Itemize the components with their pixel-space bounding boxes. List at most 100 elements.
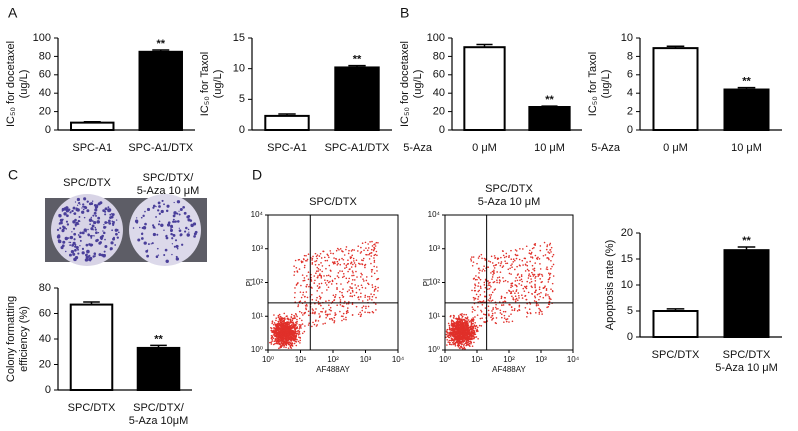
flow-event [373, 265, 375, 268]
bar [70, 121, 115, 131]
flow-event [325, 300, 327, 303]
flow-event [452, 316, 455, 319]
flow-event [354, 264, 357, 266]
y-tick-label: 10³ [251, 244, 263, 253]
flow-event [328, 299, 330, 302]
flow-event [508, 321, 510, 323]
flow-event [492, 317, 495, 319]
flow-event [450, 324, 453, 327]
colony [79, 220, 81, 222]
flow-event [549, 276, 551, 279]
flow-event [352, 263, 354, 266]
colony [62, 240, 66, 244]
flow-event [276, 340, 279, 343]
flow-event [279, 333, 281, 336]
flow-event [285, 339, 288, 341]
flow-event [292, 339, 295, 342]
colony [91, 224, 95, 228]
flow-event [538, 288, 541, 291]
x-tick-label: SPC/DTX/ [133, 402, 185, 414]
colony [173, 245, 176, 248]
flow-event [337, 272, 340, 274]
colony [140, 216, 143, 219]
flow-event [513, 309, 516, 312]
flow-event [548, 272, 550, 275]
flow-event [518, 294, 520, 297]
flow-event [459, 317, 461, 320]
flow-event [539, 263, 541, 265]
flow-event [318, 255, 321, 257]
flow-event [541, 313, 543, 315]
flow-event [480, 310, 483, 313]
flow-event [516, 310, 519, 312]
flow-event [277, 331, 279, 334]
flow-event [496, 271, 498, 273]
flow-event [364, 311, 366, 313]
flow-event [525, 285, 528, 288]
flow-event [333, 316, 336, 319]
flow-event [326, 259, 329, 262]
flow-event [271, 338, 273, 341]
x-tick-label: SPC-A1/DTX [325, 142, 390, 154]
flow-event [364, 294, 367, 297]
flow-event [518, 304, 521, 307]
flow-event [474, 278, 477, 281]
flow-event [370, 262, 372, 265]
flow-event [316, 324, 319, 326]
flow-event [493, 281, 496, 283]
flow-event [359, 311, 361, 314]
flow-event [462, 324, 464, 327]
y-tick-label: 10² [428, 278, 440, 287]
flow-event [474, 284, 477, 287]
flow-event [351, 303, 354, 306]
flow-event [332, 294, 335, 297]
flow-event [288, 323, 290, 326]
flow-event [456, 331, 459, 334]
flow-event [299, 342, 301, 344]
colony [65, 250, 67, 253]
colony [70, 249, 75, 254]
colony [74, 201, 77, 203]
flow-event [295, 327, 297, 330]
flow-event [373, 290, 376, 292]
colony [172, 218, 175, 221]
flow-event [301, 274, 304, 276]
flow-event [466, 316, 469, 319]
flow-event [457, 340, 459, 343]
colony [86, 200, 89, 203]
colony [97, 216, 101, 220]
colony [134, 219, 139, 223]
y-axis-label: (ug/L) [212, 70, 224, 99]
colony [92, 229, 94, 231]
flow-event [294, 317, 296, 320]
flow-event [323, 275, 325, 277]
flow-event [524, 264, 527, 266]
flow-event [279, 339, 281, 341]
flow-event [341, 294, 344, 297]
flow-event [350, 287, 352, 289]
colony [107, 208, 111, 213]
flow-event [302, 279, 305, 282]
flow-event [518, 276, 521, 279]
y-tick-label: 10 [233, 63, 245, 75]
flow-event [274, 338, 277, 341]
flow-event [322, 307, 324, 310]
flow-event [349, 295, 352, 297]
flow-event [456, 329, 459, 332]
flow-event [330, 309, 332, 312]
flow-event [510, 291, 512, 293]
flow-event [319, 252, 322, 255]
flow-event [326, 279, 329, 282]
colony [78, 223, 80, 225]
flow-event [530, 256, 532, 258]
flow-event [529, 275, 532, 278]
flow-event [468, 342, 471, 345]
flow-event [511, 309, 514, 311]
flow-event [502, 280, 505, 283]
flow-event [294, 330, 297, 332]
flow-event [361, 259, 363, 261]
flow-event [500, 313, 503, 316]
flow-event [342, 296, 344, 298]
colony [137, 238, 141, 242]
colony [158, 220, 161, 223]
